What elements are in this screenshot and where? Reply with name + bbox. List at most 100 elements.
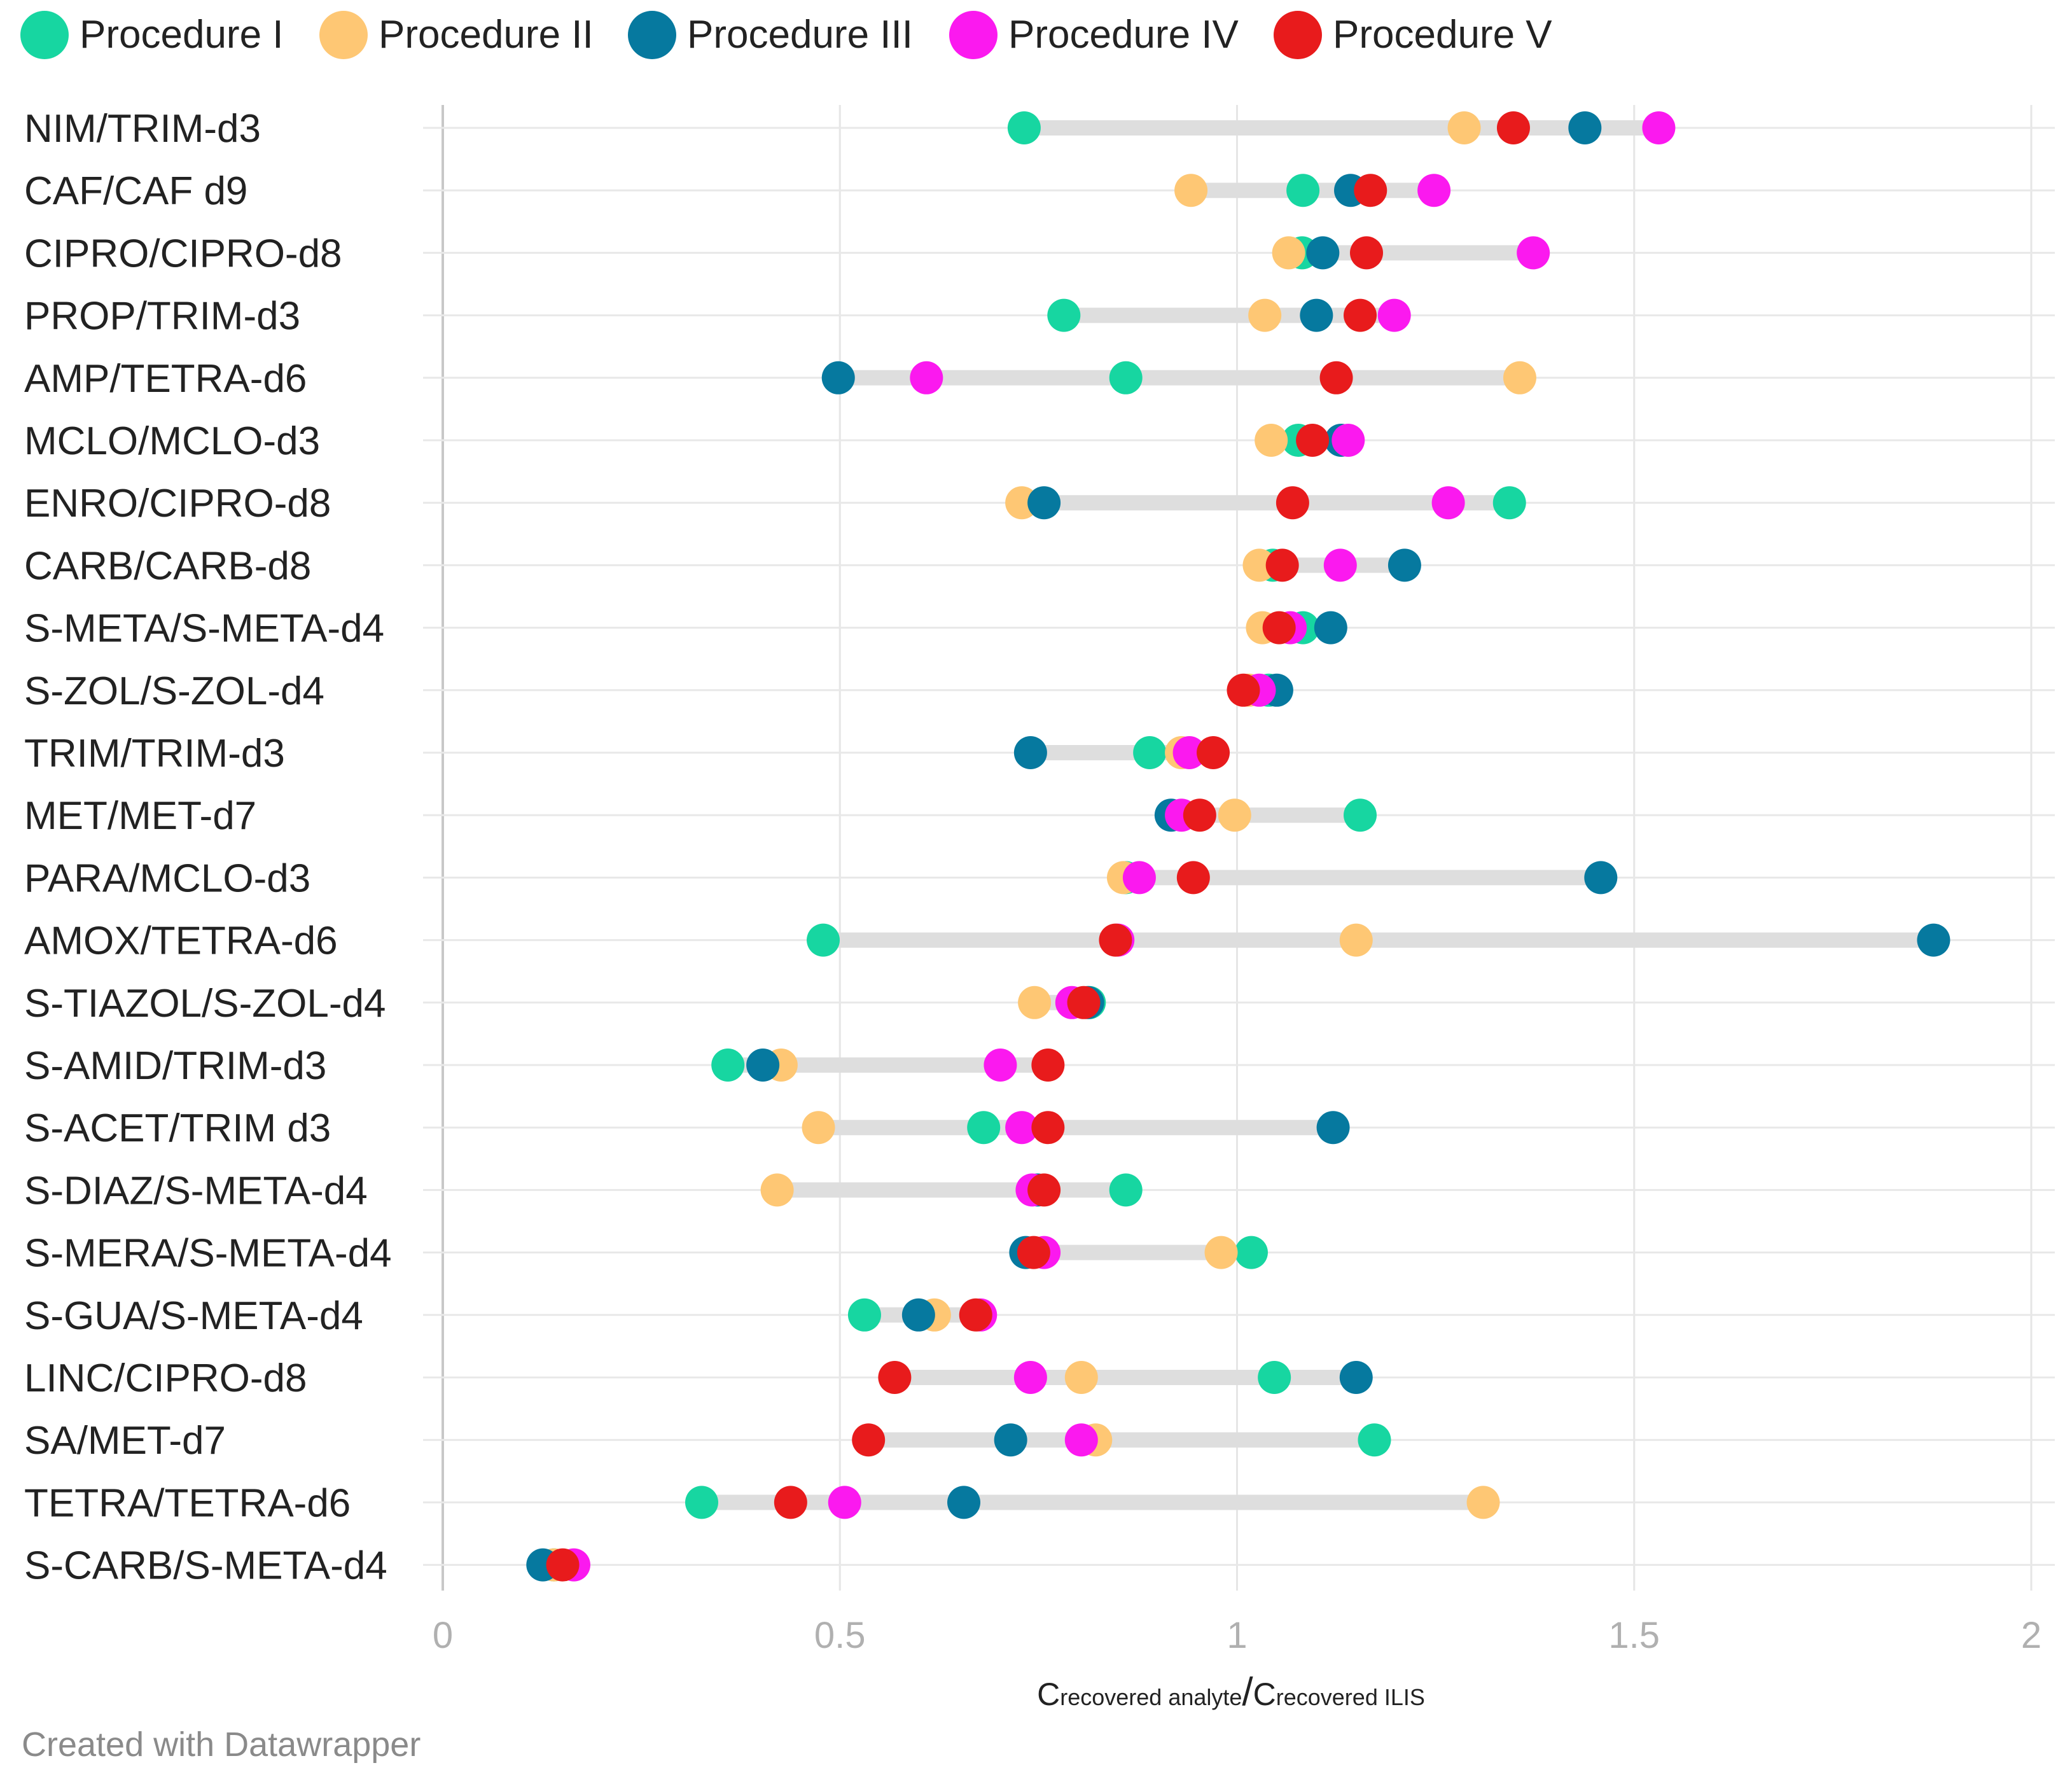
dot-procedure-iii (1584, 861, 1618, 895)
dot-procedure-v (1067, 986, 1101, 1019)
x-tick-label: 1 (1227, 1615, 1247, 1656)
dot-procedure-iv (984, 1049, 1017, 1082)
x-tick-label: 1.5 (1608, 1615, 1660, 1656)
dot-procedure-iii (1316, 1111, 1350, 1145)
dot-procedure-iv (828, 1486, 861, 1519)
dot-procedure-v (1319, 361, 1353, 394)
dot-procedure-iii (821, 361, 855, 394)
dot-procedure-iii (1387, 548, 1421, 582)
row-label: ENRO/CIPRO-d8 (24, 482, 331, 526)
dot-procedure-iv (1431, 486, 1465, 520)
dot-procedure-ii (802, 1111, 835, 1145)
row-label: S-GUA/S-META-d4 (24, 1294, 363, 1338)
row-label: S-ZOL/S-ZOL-d4 (24, 669, 324, 713)
dot-procedure-v (1031, 1049, 1065, 1082)
dot-procedure-iv (1517, 236, 1550, 270)
dot-procedure-i (1007, 111, 1041, 144)
row-label: AMP/TETRA-d6 (24, 357, 307, 401)
dot-procedure-ii (1174, 174, 1208, 207)
rows: NIM/TRIM-d3 CAF/CAF d9 CIPRO/CIPRO-d8 PROP/… (24, 107, 2055, 1588)
dot-procedure-v (1265, 548, 1299, 582)
dot-procedure-iii (994, 1423, 1027, 1457)
row-label: PROP/TRIM-d3 (24, 295, 300, 338)
dot-procedure-i (1358, 1423, 1391, 1457)
row-label: S-MERA/S-META-d4 (24, 1232, 392, 1276)
row-label: AMOX/TETRA-d6 (24, 919, 338, 963)
dot-procedure-i (807, 923, 840, 957)
dot-procedure-iii (1339, 1361, 1373, 1394)
dot-procedure-v (1031, 1111, 1065, 1145)
row-label: S-ACET/TRIM d3 (24, 1106, 331, 1150)
row-s-acet-trim-d3: S-ACET/TRIM d3 (24, 1106, 2055, 1150)
x-tick-label: 0 (433, 1615, 453, 1656)
dot-procedure-v (1027, 1173, 1061, 1207)
row-label: SA/MET-d7 (24, 1419, 226, 1463)
row-label: PARA/MCLO-d3 (24, 856, 310, 900)
legend-marker (949, 11, 998, 59)
legend-label: Procedure I (80, 13, 284, 57)
dot-procedure-ii (1204, 1236, 1238, 1269)
dot-procedure-iv (1122, 861, 1156, 895)
dot-procedure-iii (1314, 611, 1347, 645)
dot-procedure-v (1296, 424, 1330, 457)
row-enro-cipro-d8: ENRO/CIPRO-d8 (24, 482, 2055, 526)
legend-marker (20, 11, 69, 59)
row-s-zol-s-zol-d4: S-ZOL/S-ZOL-d4 (24, 669, 2055, 713)
x-axis-ticks: 0 0.5 1 1.5 2 (433, 1615, 2041, 1656)
legend-label: Procedure IV (1008, 13, 1239, 57)
legend-marker (1274, 11, 1322, 59)
x-axis-title: Crecovered analyte/Crecovered ILIS (1037, 1670, 1425, 1714)
dot-procedure-iii (1013, 736, 1047, 769)
dot-procedure-iv (1005, 1111, 1039, 1145)
dot-procedure-ii (1218, 798, 1251, 832)
row-label: CAF/CAF d9 (24, 169, 247, 213)
dot-procedure-iii (746, 1049, 780, 1082)
dot-procedure-v (1354, 174, 1387, 207)
dot-procedure-v (1344, 298, 1377, 332)
dot-procedure-ii (1018, 986, 1052, 1019)
row-linc-cipro-d8: LINC/CIPRO-d8 (24, 1356, 2055, 1400)
dot-procedure-v (1183, 798, 1216, 832)
row-label: S-AMID/TRIM-d3 (24, 1044, 326, 1088)
x-tick-label: 2 (2021, 1615, 2041, 1656)
dot-procedure-v (1197, 736, 1230, 769)
dot-procedure-iii (1027, 486, 1061, 520)
row-amox-tetra-d6: AMOX/TETRA-d6 (24, 919, 2055, 963)
row-mclo-mclo-d3: MCLO/MCLO-d3 (24, 419, 2055, 463)
row-label: S-CARB/S-META-d4 (24, 1544, 387, 1588)
legend-marker (628, 11, 676, 59)
dot-procedure-i (967, 1111, 1001, 1145)
dot-procedure-v (878, 1361, 912, 1394)
dot-procedure-i (1109, 361, 1143, 394)
row-para-mclo-d3: PARA/MCLO-d3 (24, 856, 2055, 900)
dot-procedure-ii (1466, 1486, 1500, 1519)
legend-marker (319, 11, 368, 59)
dot-procedure-v (1099, 923, 1132, 957)
dot-procedure-iv (1323, 548, 1357, 582)
row-sa-met-d7: SA/MET-d7 (24, 1419, 2055, 1463)
dot-procedure-i (1492, 486, 1526, 520)
row-s-gua-s-meta-d4: S-GUA/S-META-d4 (24, 1294, 2055, 1338)
dot-procedure-i (711, 1049, 745, 1082)
dot-procedure-iv (1013, 1361, 1047, 1394)
row-s-amid-trim-d3: S-AMID/TRIM-d3 (24, 1044, 2055, 1088)
row-label: CARB/CARB-d8 (24, 544, 311, 588)
dot-procedure-ii (1272, 236, 1305, 270)
dot-procedure-i (1133, 736, 1167, 769)
row-label: TETRA/TETRA-d6 (24, 1481, 351, 1525)
dot-procedure-i (1258, 1361, 1291, 1394)
grid (442, 105, 2033, 1591)
dot-procedure-ii (1064, 1361, 1098, 1394)
dot-procedure-iii (1568, 111, 1602, 144)
row-s-mera-s-meta-d4: S-MERA/S-META-d4 (24, 1232, 2055, 1276)
row-label: S-TIAZOL/S-ZOL-d4 (24, 982, 386, 1026)
dot-procedure-v (1496, 111, 1530, 144)
dot-procedure-v (1227, 673, 1260, 707)
dot-procedure-ii (760, 1173, 794, 1207)
dot-procedure-iii (1917, 923, 1950, 957)
dot-procedure-v (959, 1298, 992, 1332)
footer-credit: Created with Datawrapper (22, 1725, 421, 1764)
dot-procedure-iii (947, 1486, 981, 1519)
dot-procedure-i (1234, 1236, 1268, 1269)
dot-procedure-iv (1172, 736, 1206, 769)
